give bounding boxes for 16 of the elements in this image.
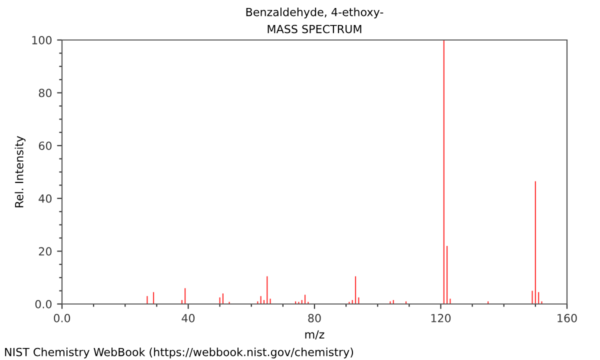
y-axis-title: Rel. Intensity — [14, 136, 26, 208]
y-tick-label: 0.0 — [35, 300, 52, 308]
y-tick-label: 80 — [38, 88, 52, 98]
chart-subtitle: MASS SPECTRUM — [268, 24, 362, 34]
y-tick-label: 100 — [32, 36, 52, 44]
x-axis-title: m/z — [305, 330, 324, 340]
y-tick-label: 20 — [38, 247, 52, 256]
x-tick-label: 0.0 — [54, 314, 70, 322]
x-tick-label: 40 — [182, 314, 195, 322]
x-tick-label: 160 — [558, 314, 577, 322]
chart-title: Benzaldehyde, 4-ethoxy- — [246, 8, 384, 18]
y-tick-label: 60 — [38, 142, 52, 150]
text: NIST Chemistry WebBook (https://webbook.nist.gov/chemistry) — [5, 348, 354, 358]
x-tick-label: 120 — [431, 314, 451, 322]
x-tick-label: 80 — [308, 314, 321, 322]
y-tick-label: 40 — [38, 194, 52, 203]
